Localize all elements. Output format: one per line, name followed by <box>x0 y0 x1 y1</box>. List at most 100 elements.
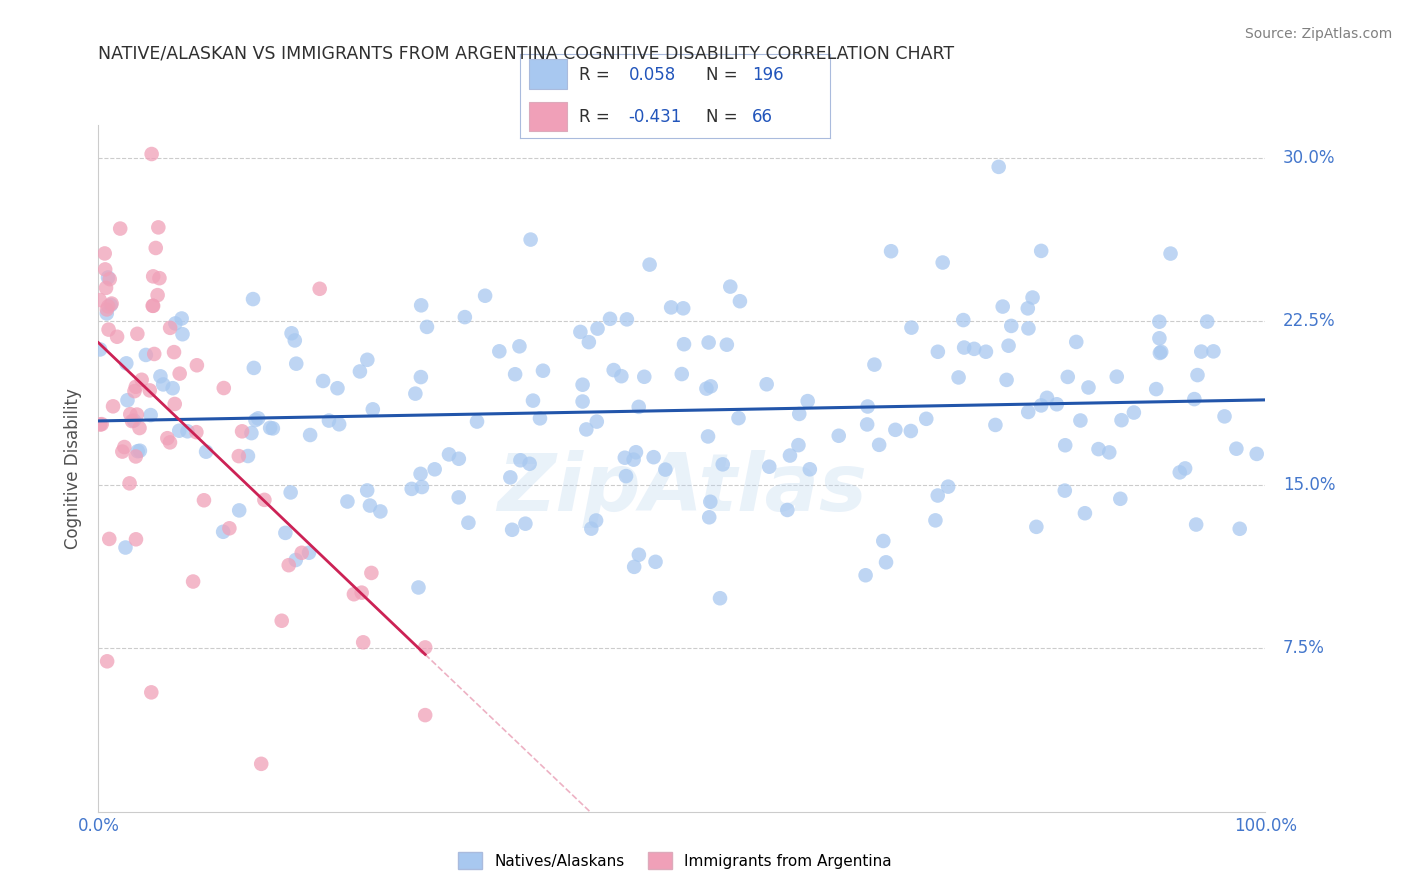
Point <box>98 272 121 286</box>
Point <box>1054 438 1077 452</box>
Point <box>159 435 181 450</box>
Point <box>118 476 141 491</box>
Point <box>610 369 633 384</box>
Point <box>638 258 661 272</box>
Point <box>465 415 488 429</box>
Point <box>624 445 647 459</box>
Point <box>856 417 879 432</box>
Point <box>474 289 496 303</box>
Point <box>509 453 531 467</box>
Point <box>326 381 349 395</box>
Point <box>181 574 204 589</box>
Point <box>163 397 186 411</box>
Point <box>245 413 267 427</box>
Point <box>627 548 650 562</box>
Point <box>437 447 460 461</box>
Point <box>776 503 799 517</box>
Point <box>599 311 621 326</box>
Point <box>718 279 741 293</box>
Point <box>89 343 111 357</box>
Point <box>411 480 433 494</box>
Point <box>880 244 903 259</box>
Point <box>328 417 350 432</box>
Point <box>728 294 751 309</box>
Point <box>1069 413 1091 427</box>
Point <box>247 411 270 425</box>
Point <box>499 470 522 484</box>
Point <box>143 347 166 361</box>
Point <box>447 491 470 505</box>
Point <box>1074 506 1097 520</box>
Point <box>1025 520 1047 534</box>
Point <box>931 255 953 269</box>
Text: 66: 66 <box>752 108 773 126</box>
Point <box>336 494 359 508</box>
Point <box>94 262 117 277</box>
Point <box>697 510 720 524</box>
Point <box>711 458 734 472</box>
Point <box>1017 405 1039 419</box>
Point <box>501 523 523 537</box>
Point <box>170 311 193 326</box>
Point <box>128 443 150 458</box>
Point <box>828 429 851 443</box>
Point <box>212 381 235 395</box>
Point <box>1109 491 1132 506</box>
Point <box>659 301 682 315</box>
Point <box>755 377 778 392</box>
Point <box>115 356 138 370</box>
Point <box>423 462 446 476</box>
Point <box>218 521 240 535</box>
Point <box>149 369 172 384</box>
Point <box>148 220 170 235</box>
Point <box>1150 344 1173 359</box>
Text: Source: ZipAtlas.com: Source: ZipAtlas.com <box>1244 27 1392 41</box>
Point <box>1144 382 1167 396</box>
Point <box>98 532 121 546</box>
Text: 22.5%: 22.5% <box>1282 312 1336 330</box>
Text: 0.058: 0.058 <box>628 66 676 84</box>
Point <box>654 462 676 476</box>
Point <box>97 323 120 337</box>
Point <box>356 483 378 498</box>
Point <box>120 407 142 421</box>
Point <box>146 288 169 302</box>
Point <box>488 344 510 359</box>
Point <box>695 382 717 396</box>
Point <box>1105 369 1128 384</box>
Point <box>142 269 165 284</box>
Point <box>997 339 1019 353</box>
Point <box>984 417 1007 432</box>
Point <box>411 298 433 312</box>
Point <box>274 525 297 540</box>
Point <box>111 444 134 458</box>
Point <box>148 271 170 285</box>
Bar <box>530 102 567 131</box>
Point <box>413 640 436 655</box>
Point <box>1160 246 1182 260</box>
Point <box>699 495 721 509</box>
Point <box>987 160 1010 174</box>
Text: 7.5%: 7.5% <box>1282 640 1324 657</box>
Point <box>508 339 530 353</box>
Point <box>152 377 174 392</box>
Point <box>114 541 136 555</box>
Point <box>1046 397 1069 411</box>
Point <box>995 373 1018 387</box>
Point <box>89 293 111 307</box>
Point <box>1122 406 1144 420</box>
Point <box>100 296 122 310</box>
Text: N =: N = <box>706 108 737 126</box>
Point <box>359 499 381 513</box>
Point <box>709 591 731 606</box>
Point <box>262 421 284 435</box>
Point <box>125 408 148 422</box>
Point <box>159 321 181 335</box>
Point <box>141 147 163 161</box>
Point <box>1197 315 1219 329</box>
Point <box>228 449 250 463</box>
Point <box>308 282 330 296</box>
Point <box>700 379 723 393</box>
Point <box>97 299 120 313</box>
Point <box>125 450 148 464</box>
